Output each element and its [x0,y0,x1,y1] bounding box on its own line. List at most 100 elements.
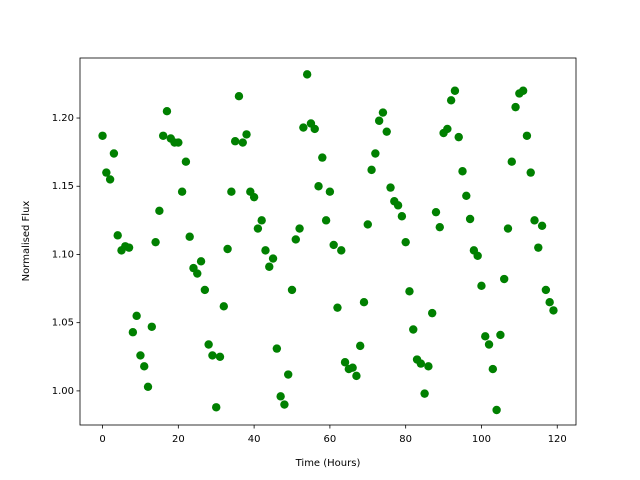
point [416,359,426,368]
point [105,175,115,184]
point [359,298,369,307]
point [473,251,482,261]
point [310,124,319,134]
point [363,220,372,229]
point [356,341,365,351]
point [181,157,191,166]
y-tick-label: 1.15 [52,181,74,192]
point [374,116,384,125]
point [223,244,232,254]
point [545,298,554,307]
point [454,132,463,142]
point [518,86,528,95]
point [162,107,172,116]
point [496,330,505,340]
point [537,221,547,231]
point [109,149,119,158]
y-axis-label: Normalised Flux [21,201,32,282]
y-tick-label: 1.10 [52,249,74,260]
point [492,405,501,415]
point [215,352,225,361]
point [431,207,441,217]
point [291,235,300,244]
point [541,285,551,295]
point [348,363,357,372]
y-tick-label: 1.05 [52,318,74,329]
x-tick-label: 120 [548,434,567,445]
point [397,212,407,221]
point [481,332,490,341]
point [98,131,107,140]
point [462,191,471,200]
point [193,269,202,278]
point [534,243,543,252]
point [443,124,452,134]
point [325,187,335,196]
point [234,92,244,101]
point [249,192,259,202]
point [128,328,138,337]
x-tick-label: 20 [172,434,185,445]
point [378,108,388,117]
x-tick-label: 40 [248,434,261,445]
point [477,281,486,291]
point [450,86,460,95]
point [124,243,134,252]
point [340,358,350,367]
point [382,127,391,136]
point [499,274,509,284]
point [174,138,183,147]
point [132,311,141,321]
y-tick-label: 1.20 [52,113,74,124]
point [511,102,520,112]
point [488,364,498,374]
point [212,403,221,412]
point [238,138,247,147]
point [424,362,433,371]
point [401,237,410,247]
x-tick-label: 100 [472,434,491,445]
point [265,262,274,271]
point [280,400,289,409]
point [227,187,236,196]
plot-frame [79,57,577,426]
point [185,232,194,241]
point [526,168,535,177]
point [549,306,558,315]
point [200,285,210,295]
point [230,137,240,146]
point [151,237,160,247]
point [136,351,145,360]
x-tick-label: 0 [99,434,105,445]
point [155,206,164,216]
point [196,257,206,266]
point [242,130,251,139]
point [295,224,304,233]
point [177,187,187,196]
point [352,371,361,381]
point [272,344,282,353]
point [420,389,429,398]
point [113,231,122,240]
point [253,224,263,233]
point [503,224,513,233]
y-tick-label: 1.00 [52,386,74,397]
point [284,370,293,379]
point [484,340,494,349]
point [329,240,338,250]
point [333,303,342,312]
point [386,183,395,192]
point [458,167,467,176]
x-tick-label: 60 [324,434,337,445]
point [393,201,403,210]
point [446,96,456,105]
point [287,285,297,295]
point [219,302,228,311]
point [143,382,153,391]
point [405,287,414,296]
point [465,214,475,224]
point [276,392,285,401]
point [261,246,270,255]
